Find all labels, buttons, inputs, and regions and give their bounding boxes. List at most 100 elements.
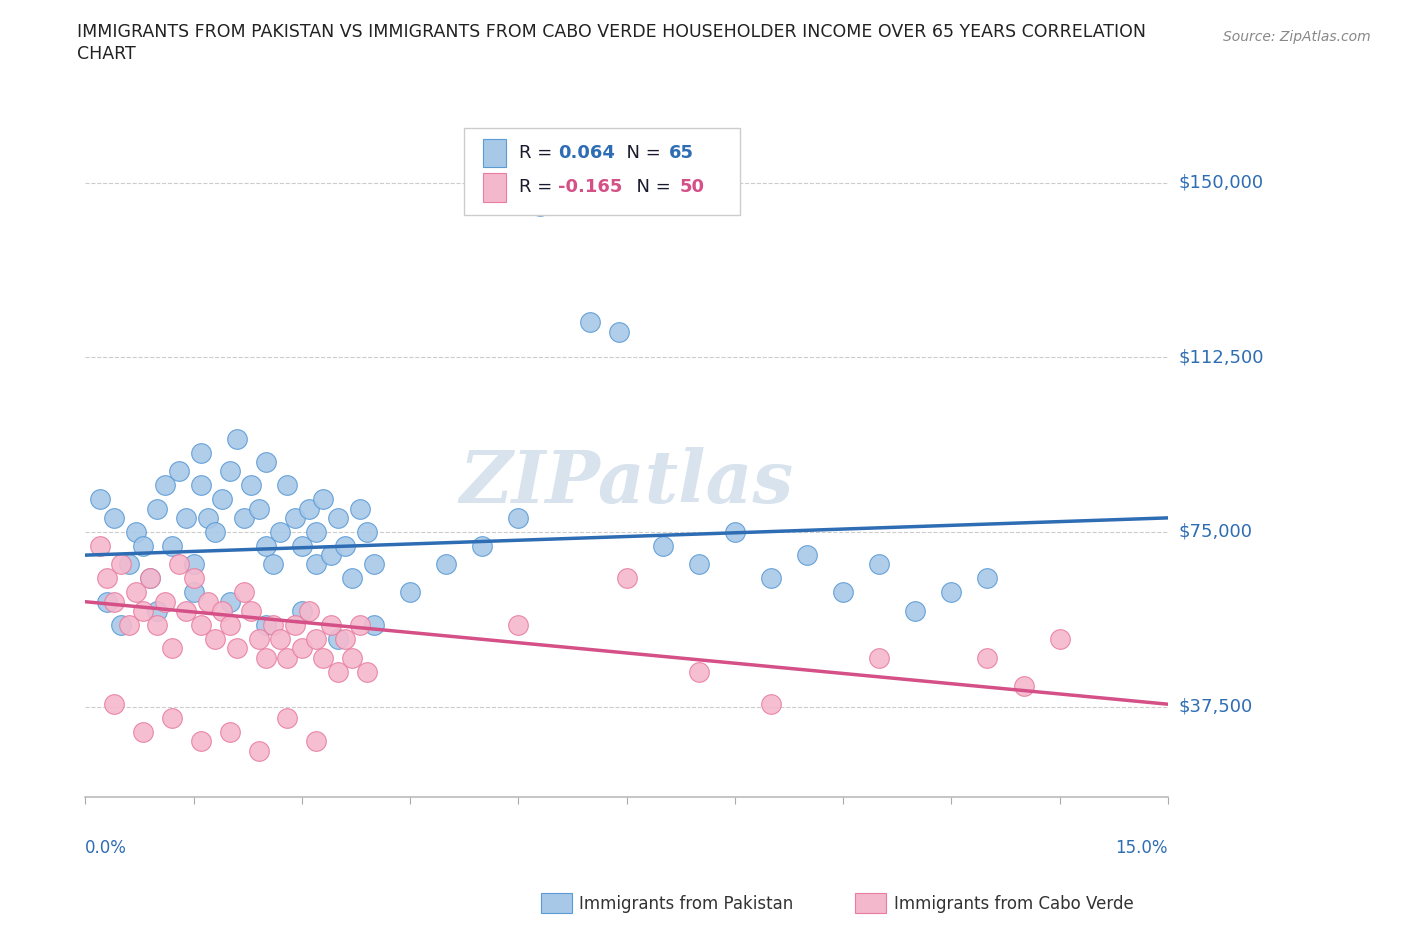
Point: [176, 604, 198, 618]
Point: [688, 664, 710, 679]
Point: [305, 525, 328, 539]
Text: 65: 65: [669, 144, 693, 162]
Point: [247, 631, 270, 646]
Text: -0.165: -0.165: [558, 179, 623, 196]
Point: [96, 594, 118, 609]
Point: [305, 631, 328, 646]
Point: [651, 538, 673, 553]
Point: [298, 604, 321, 618]
Point: [262, 557, 284, 572]
Point: [160, 711, 183, 725]
Point: [276, 478, 298, 493]
Point: [190, 618, 212, 632]
Point: [254, 618, 277, 632]
Point: [276, 650, 298, 665]
Point: [508, 618, 530, 632]
FancyBboxPatch shape: [482, 173, 506, 202]
Point: [941, 585, 963, 600]
Point: [146, 501, 169, 516]
Point: [1049, 631, 1071, 646]
Text: $112,500: $112,500: [1180, 348, 1264, 366]
Point: [117, 557, 139, 572]
Point: [269, 631, 291, 646]
Point: [254, 455, 277, 470]
Text: CHART: CHART: [77, 45, 136, 62]
Point: [96, 571, 118, 586]
Point: [356, 664, 378, 679]
Point: [211, 492, 233, 507]
Point: [240, 604, 263, 618]
Point: [160, 641, 183, 656]
Point: [319, 618, 342, 632]
Text: ZIPatlas: ZIPatlas: [460, 447, 793, 518]
Point: [616, 571, 638, 586]
Point: [110, 618, 132, 632]
Point: [225, 432, 247, 446]
Point: [342, 650, 364, 665]
Point: [132, 724, 155, 739]
Point: [363, 557, 385, 572]
Point: [363, 618, 385, 632]
Text: 0.064: 0.064: [558, 144, 616, 162]
Point: [125, 585, 148, 600]
Point: [146, 604, 169, 618]
FancyBboxPatch shape: [482, 139, 506, 167]
Point: [218, 724, 240, 739]
Point: [89, 492, 111, 507]
Point: [284, 618, 307, 632]
Point: [284, 511, 307, 525]
Point: [291, 641, 314, 656]
Point: [103, 594, 125, 609]
Point: [298, 501, 321, 516]
Text: Immigrants from Cabo Verde: Immigrants from Cabo Verde: [894, 895, 1135, 913]
Point: [153, 478, 176, 493]
Text: $75,000: $75,000: [1180, 523, 1253, 541]
Point: [254, 650, 277, 665]
Point: [319, 548, 342, 563]
Point: [240, 478, 263, 493]
Point: [103, 511, 125, 525]
Text: N =: N =: [626, 179, 678, 196]
Text: Immigrants from Pakistan: Immigrants from Pakistan: [579, 895, 793, 913]
Point: [976, 650, 998, 665]
Point: [146, 618, 169, 632]
Point: [291, 538, 314, 553]
Text: IMMIGRANTS FROM PAKISTAN VS IMMIGRANTS FROM CABO VERDE HOUSEHOLDER INCOME OVER 6: IMMIGRANTS FROM PAKISTAN VS IMMIGRANTS F…: [77, 23, 1146, 41]
Point: [117, 618, 139, 632]
Point: [190, 445, 212, 460]
Point: [759, 571, 782, 586]
Point: [132, 538, 155, 553]
Point: [305, 734, 328, 749]
Point: [211, 604, 233, 618]
Point: [399, 585, 422, 600]
Text: $37,500: $37,500: [1180, 698, 1253, 715]
Text: Source: ZipAtlas.com: Source: ZipAtlas.com: [1223, 30, 1371, 44]
FancyBboxPatch shape: [464, 127, 740, 216]
Point: [305, 557, 328, 572]
Point: [190, 734, 212, 749]
Point: [269, 525, 291, 539]
Point: [904, 604, 927, 618]
Point: [333, 631, 356, 646]
Point: [103, 697, 125, 711]
Point: [233, 511, 256, 525]
Point: [247, 743, 270, 758]
Point: [183, 585, 205, 600]
Point: [724, 525, 747, 539]
Point: [218, 594, 240, 609]
Point: [529, 198, 551, 213]
Point: [276, 711, 298, 725]
Point: [204, 525, 226, 539]
Text: 50: 50: [679, 179, 704, 196]
Point: [153, 594, 176, 609]
Point: [349, 501, 371, 516]
Point: [868, 557, 890, 572]
Point: [796, 548, 818, 563]
Point: [326, 664, 349, 679]
Text: R =: R =: [519, 144, 558, 162]
Point: [89, 538, 111, 553]
Point: [759, 697, 782, 711]
Point: [139, 571, 162, 586]
Point: [349, 618, 371, 632]
Point: [183, 557, 205, 572]
